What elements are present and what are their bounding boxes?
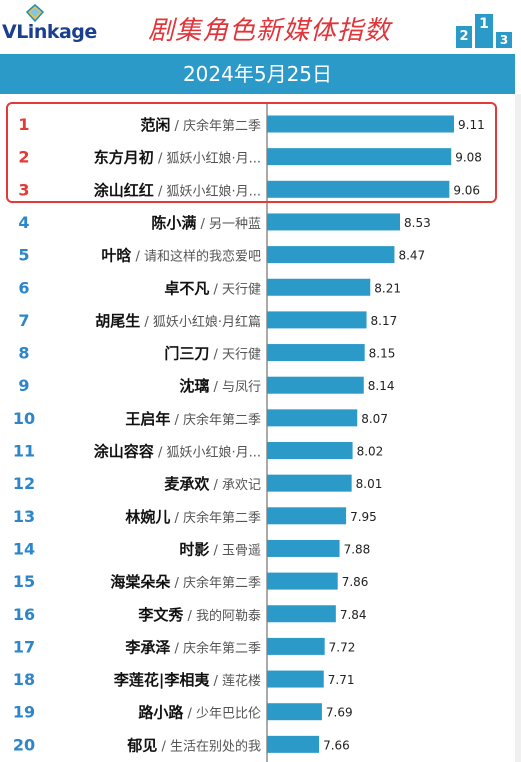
category-label: 卓不凡 / 天行健	[164, 279, 261, 297]
svg-text:2: 2	[459, 29, 468, 44]
category-label: 门三刀 / 天行健	[164, 345, 261, 363]
value-label: 7.88	[344, 542, 371, 556]
rank-label: 8	[18, 344, 29, 363]
category-label: 东方月初 / 狐妖小红娘·月...	[94, 149, 261, 167]
value-label: 7.72	[329, 640, 356, 654]
value-label: 9.08	[455, 151, 482, 165]
rank-label: 6	[18, 278, 29, 297]
value-label: 7.71	[328, 673, 355, 687]
value-label: 8.21	[374, 281, 401, 295]
value-bar	[267, 572, 338, 590]
value-bar	[267, 344, 365, 362]
top3-highlight-box	[6, 102, 497, 203]
rank-label: 5	[18, 246, 29, 265]
value-label: 8.02	[357, 445, 384, 459]
rank-label: 7	[18, 311, 29, 330]
rank-label: 17	[13, 637, 35, 656]
value-bar	[267, 115, 454, 133]
value-bar	[267, 213, 401, 231]
svg-text:1: 1	[479, 16, 489, 32]
rank-label: 3	[18, 180, 29, 199]
value-bar	[267, 180, 450, 198]
category-label: 沈璃 / 与凤行	[179, 377, 261, 395]
rank-label: 14	[13, 539, 35, 558]
value-label: 8.15	[369, 347, 396, 361]
ranking-bar-chart: 1 范闲 / 庆余年第二季 9.11 2 东方月初 / 狐妖小红娘·月... 9.08 3 涂…	[13, 104, 485, 762]
value-label: 8.01	[356, 477, 383, 491]
value-label: 8.17	[371, 314, 398, 328]
chart-title: 剧集角色新媒体指数	[148, 16, 392, 46]
value-bar	[267, 637, 325, 655]
value-bar	[267, 409, 358, 427]
scrollbar[interactable]	[515, 94, 521, 762]
rank-label: 15	[13, 572, 35, 591]
vlinkage-logo: VLinkage	[0, 2, 120, 50]
category-label: 陈小满 / 另一种蓝	[151, 214, 261, 232]
value-label: 7.66	[323, 738, 350, 752]
category-label: 李莲花|李相夷 / 莲花楼	[113, 671, 261, 690]
category-label: 麦承欢 / 承欢记	[164, 475, 261, 493]
diamond-icon	[26, 4, 44, 22]
value-label: 7.84	[340, 608, 367, 622]
value-bar	[267, 670, 324, 688]
rank-label: 12	[13, 474, 35, 493]
value-label: 9.11	[458, 118, 485, 132]
svg-text:3: 3	[500, 33, 508, 47]
rank-label: 9	[18, 376, 29, 395]
rank-label: 1	[18, 115, 29, 134]
value-label: 8.14	[368, 379, 395, 393]
value-label: 7.69	[326, 706, 353, 720]
value-label: 9.06	[453, 183, 480, 197]
category-label: 林婉儿 / 庆余年第二季	[125, 508, 261, 526]
value-bar	[267, 507, 347, 525]
value-bar	[267, 376, 364, 394]
logo-text: VLinkage	[2, 21, 97, 43]
value-label: 8.47	[398, 249, 425, 263]
category-label: 叶晗 / 请和这样的我恋爱吧	[101, 247, 261, 265]
category-label: 郁见 / 生活在别处的我	[126, 736, 261, 754]
rank-label: 20	[13, 735, 35, 754]
value-label: 7.95	[350, 510, 377, 524]
rank-label: 19	[13, 703, 35, 722]
value-bar	[267, 703, 322, 721]
value-bar	[267, 474, 352, 492]
header: VLinkage 剧集角色新媒体指数 2 1 3	[0, 0, 521, 52]
category-label: 海棠朵朵 / 庆余年第二季	[110, 573, 261, 591]
category-label: 时影 / 玉骨遥	[179, 540, 261, 558]
category-label: 路小路 / 少年巴比伦	[138, 704, 261, 722]
value-label: 8.53	[404, 216, 431, 230]
rank-label: 13	[13, 507, 35, 526]
category-label: 李文秀 / 我的阿勒泰	[137, 606, 261, 624]
category-label: 涂山容容 / 狐妖小红娘·月...	[94, 443, 261, 461]
podium-icon: 2 1 3	[456, 14, 512, 48]
category-label: 范闲 / 庆余年第二季	[140, 116, 261, 134]
rank-label: 11	[13, 442, 35, 461]
rank-label: 16	[13, 605, 35, 624]
rank-label: 2	[18, 148, 29, 167]
value-bar	[267, 735, 320, 753]
rank-label: 18	[13, 670, 35, 689]
value-bar	[267, 442, 353, 459]
value-bar	[267, 148, 452, 166]
value-bar	[267, 605, 336, 623]
category-label: 胡尾生 / 狐妖小红娘·月红篇	[95, 312, 261, 330]
value-bar	[267, 246, 395, 264]
value-bar	[267, 278, 371, 296]
value-label: 8.07	[361, 412, 388, 426]
value-bar	[267, 311, 367, 329]
date-banner: 2024年5月25日	[0, 54, 515, 94]
value-label: 7.86	[342, 575, 369, 589]
category-label: 王启年 / 庆余年第二季	[125, 410, 261, 428]
rank-label: 10	[13, 409, 35, 428]
rank-label: 4	[18, 213, 29, 232]
value-bar	[267, 539, 340, 557]
category-label: 涂山红红 / 狐妖小红娘·月...	[94, 181, 261, 199]
category-label: 李承泽 / 庆余年第二季	[124, 638, 261, 656]
